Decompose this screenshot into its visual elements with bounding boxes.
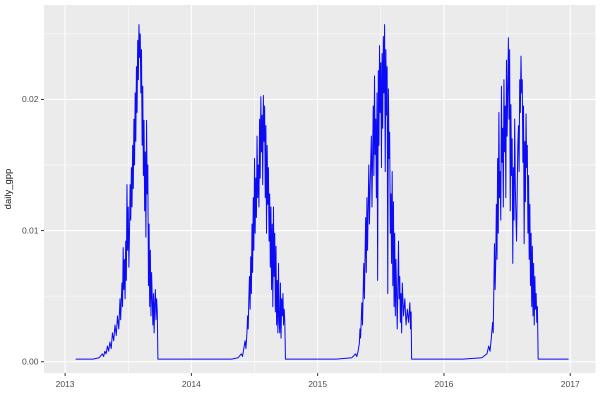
- y-tick-label: 0.01: [22, 225, 39, 235]
- gpp-line: [75, 24, 569, 360]
- x-tick-label: 2015: [308, 379, 327, 389]
- x-tick-label: 2014: [182, 379, 201, 389]
- y-tick-label: 0.00: [22, 357, 39, 367]
- y-tick-label: 0.02: [22, 94, 39, 104]
- x-tick-label: 2017: [561, 379, 580, 389]
- y-axis-title: daily_gpp: [3, 169, 14, 210]
- x-tick-label: 2016: [434, 379, 453, 389]
- x-tick-label: 2013: [56, 379, 75, 389]
